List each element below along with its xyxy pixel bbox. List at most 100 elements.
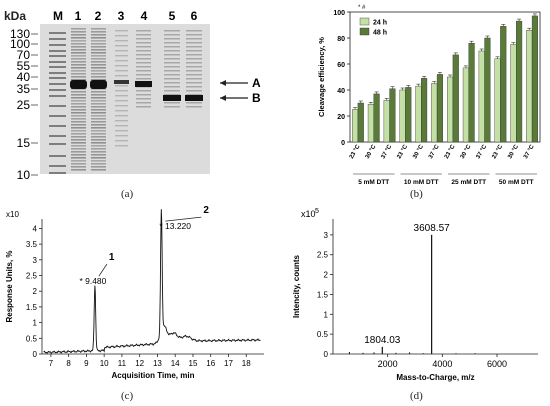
gel-band	[71, 61, 86, 63]
gel-band	[71, 67, 86, 69]
gel-band	[71, 169, 86, 171]
legend-label: 24 h	[373, 20, 387, 27]
gel-band	[115, 75, 128, 77]
gel-mw-label: 10	[17, 168, 31, 182]
group-label: 25 mM DTT	[451, 179, 486, 186]
gel-lane-label: 1	[75, 9, 82, 23]
bar-48h	[357, 102, 364, 143]
peak-label: * 9.480	[79, 276, 106, 286]
gel-band	[91, 157, 106, 159]
bar-24h	[399, 89, 406, 143]
gel-band	[49, 125, 66, 127]
gel-kda-header: kDa	[4, 9, 26, 23]
x-tick-label: 37 °C	[523, 143, 536, 160]
x-tick-label: 30 °C	[412, 143, 425, 160]
bar-24h	[462, 67, 469, 143]
gel-band	[91, 58, 106, 60]
gel-band	[115, 95, 128, 97]
mass-peak-label: 3608.57	[414, 223, 451, 234]
gel-band	[49, 38, 66, 40]
gel-band	[71, 151, 86, 153]
gel-band	[71, 148, 86, 150]
gel-band	[71, 31, 86, 33]
y-multiplier: x10	[6, 210, 19, 219]
gel-band	[164, 66, 180, 68]
gel-band	[71, 127, 86, 129]
gel-band	[91, 148, 106, 150]
gel-band	[91, 139, 106, 141]
gel-band	[49, 61, 66, 63]
gel-band	[49, 83, 66, 85]
y-tick-label: 3.5	[26, 240, 38, 249]
x-axis-label: Acquisition Time, min	[112, 371, 195, 380]
bar-48h	[405, 87, 412, 143]
gel-mw-label: 70	[17, 48, 31, 62]
gel-band	[186, 34, 202, 36]
gel-band	[164, 46, 180, 48]
gel-band	[71, 106, 86, 108]
gel-band	[71, 100, 86, 102]
mass-spectrum-chart: x10 5 0 0.5 1 1.5 2 2.5 3 2000 4000 6000 Mass-to-Cha…	[292, 208, 538, 382]
gel-band	[115, 130, 128, 132]
legend-label: 48 h	[373, 30, 387, 37]
gel-band	[91, 121, 106, 123]
gel-band	[71, 58, 86, 60]
bar-48h	[484, 37, 491, 143]
bar-24h	[526, 30, 533, 143]
gel-band	[115, 90, 128, 92]
y-tick-label: 1	[324, 310, 329, 319]
gel-band	[136, 42, 151, 44]
gel-band	[71, 160, 86, 162]
gel-band	[135, 81, 152, 87]
caption-d: (d)	[410, 390, 423, 402]
gel-band	[136, 90, 151, 92]
gel-band	[164, 70, 180, 72]
gel-band	[91, 118, 106, 120]
gel-band	[71, 154, 86, 156]
gel-band	[164, 38, 180, 40]
gel-band	[136, 62, 151, 64]
y-tick-label: 60	[337, 62, 345, 69]
gel-band	[91, 43, 106, 45]
gel-band	[186, 94, 202, 96]
gel-band	[71, 49, 86, 51]
gel-band	[90, 80, 107, 89]
peak-arrow	[165, 216, 202, 222]
gel-band	[136, 50, 151, 52]
gel-mw-label: 100	[10, 37, 30, 51]
bar-48h	[452, 54, 459, 143]
gel-band	[115, 65, 128, 67]
gel-band	[49, 143, 66, 145]
x-tick-label: 7	[49, 359, 54, 368]
gel-band	[91, 64, 106, 66]
gel-band	[91, 76, 106, 78]
x-tick-label: 2000	[378, 359, 398, 369]
y-tick-label: 0.5	[317, 330, 329, 339]
gel-band	[91, 61, 106, 63]
gel-band	[71, 46, 86, 48]
gel-band	[186, 106, 202, 108]
arrow-a-label: A	[252, 76, 261, 90]
gel-band	[91, 130, 106, 132]
gel-band	[164, 102, 180, 104]
gel-band	[91, 142, 106, 144]
gel-band	[164, 82, 180, 84]
bar-24h	[478, 50, 485, 143]
y-tick-label: 3	[324, 231, 329, 240]
gel-band	[136, 54, 151, 56]
gel-band	[49, 155, 66, 157]
gel-band	[49, 95, 66, 97]
x-tick-label: 15	[189, 359, 198, 368]
gel-band	[71, 166, 86, 168]
gel-band	[49, 105, 66, 107]
caption-a: (a)	[121, 188, 134, 200]
gel-band	[91, 115, 106, 117]
caption-c: (c)	[121, 390, 134, 402]
gel-band	[164, 58, 180, 60]
gel-band	[49, 44, 66, 46]
gel-band	[71, 43, 86, 45]
bar-48h	[389, 88, 396, 143]
gel-band	[71, 55, 86, 57]
gel-band	[136, 38, 151, 40]
gel-band	[91, 46, 106, 48]
